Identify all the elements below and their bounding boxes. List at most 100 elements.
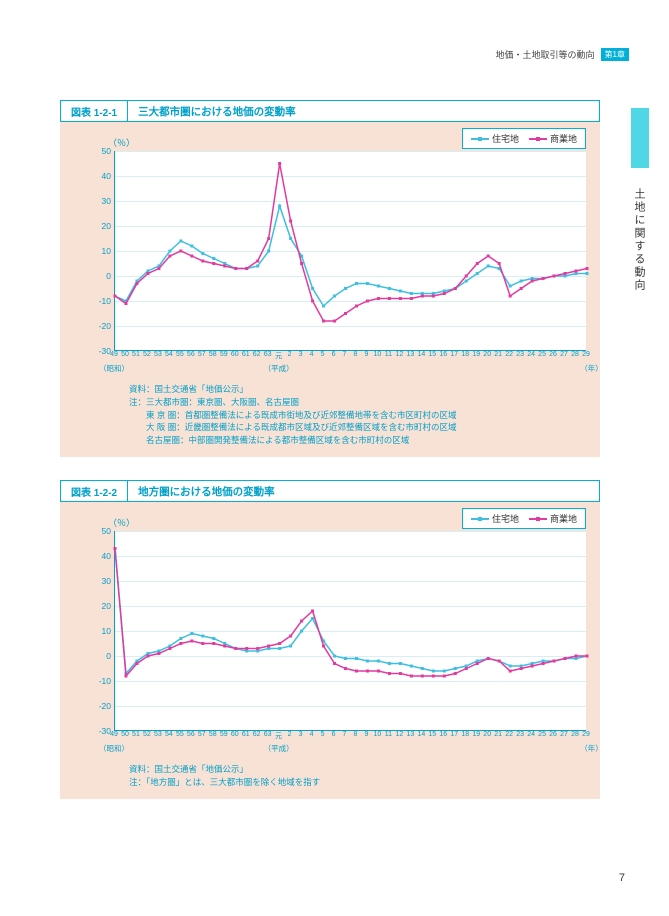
x-tick: 18 — [461, 351, 469, 358]
legend: 住宅地商業地 — [462, 128, 586, 149]
x-tick: 24 — [527, 731, 535, 738]
x-tick: 56 — [187, 731, 195, 738]
plot-area: -30-20-1001020304050 — [114, 531, 586, 731]
x-tick: 52 — [143, 351, 151, 358]
x-era-label: （年） — [580, 363, 603, 374]
x-tick: 62 — [253, 731, 261, 738]
figure-title: 三大都市圏における地価の変動率 — [128, 101, 599, 121]
x-tick: 25 — [538, 351, 546, 358]
y-tick: -10 — [85, 296, 111, 306]
legend-item-residential: 住宅地 — [471, 132, 519, 145]
x-tick: 13 — [406, 351, 414, 358]
x-tick: 25 — [538, 731, 546, 738]
x-tick: 23 — [516, 731, 524, 738]
x-era-label: （平成） — [264, 743, 294, 754]
chapter-badge: 第1章 — [601, 48, 629, 61]
x-tick: 49 — [110, 351, 118, 358]
x-tick: 21 — [494, 351, 502, 358]
x-tick: 19 — [472, 351, 480, 358]
x-tick: 4 — [310, 731, 314, 738]
x-tick: 3 — [299, 731, 303, 738]
x-tick: 55 — [176, 351, 184, 358]
x-tick: 17 — [450, 731, 458, 738]
x-tick: 15 — [428, 351, 436, 358]
y-tick: 0 — [85, 271, 111, 281]
x-tick: 16 — [439, 351, 447, 358]
x-tick: 7 — [343, 731, 347, 738]
y-tick: 50 — [85, 526, 111, 536]
x-tick: 53 — [154, 351, 162, 358]
x-tick: 60 — [231, 731, 239, 738]
plot-area: -30-20-1001020304050 — [114, 151, 586, 351]
x-tick: 元 — [275, 351, 282, 361]
x-tick: 9 — [365, 731, 369, 738]
y-tick: -30 — [85, 346, 111, 356]
x-tick: 28 — [571, 731, 579, 738]
x-tick: 15 — [428, 731, 436, 738]
figure-number: 図表 1-2-2 — [61, 481, 128, 501]
x-tick: 元 — [275, 731, 282, 741]
legend-item-commercial: 商業地 — [529, 132, 577, 145]
x-tick: 59 — [220, 731, 228, 738]
x-tick: 51 — [132, 351, 140, 358]
x-tick: 58 — [209, 351, 217, 358]
x-tick: 16 — [439, 731, 447, 738]
x-tick: 27 — [560, 351, 568, 358]
x-tick: 27 — [560, 731, 568, 738]
y-tick: 20 — [85, 221, 111, 231]
x-tick: 26 — [549, 351, 557, 358]
x-tick: 52 — [143, 731, 151, 738]
x-tick: 4 — [310, 351, 314, 358]
y-tick: -10 — [85, 676, 111, 686]
x-tick: 28 — [571, 351, 579, 358]
x-tick: 22 — [505, 351, 513, 358]
x-tick: 8 — [354, 351, 358, 358]
x-tick: 53 — [154, 731, 162, 738]
y-tick: 10 — [85, 246, 111, 256]
y-tick: 0 — [85, 651, 111, 661]
x-tick: 29 — [582, 731, 590, 738]
figure-title: 地方圏における地価の変動率 — [128, 481, 599, 501]
legend-label: 住宅地 — [492, 132, 519, 145]
x-tick: 57 — [198, 351, 206, 358]
x-tick: 7 — [343, 351, 347, 358]
y-tick: 10 — [85, 626, 111, 636]
x-tick: 19 — [472, 731, 480, 738]
header-text: 地価・土地取引等の動向 — [496, 48, 595, 61]
figure-number: 図表 1-2-1 — [61, 101, 128, 121]
legend: 住宅地 商業地 — [462, 508, 586, 529]
y-tick: 30 — [85, 196, 111, 206]
y-tick: -30 — [85, 726, 111, 736]
x-tick: 58 — [209, 731, 217, 738]
x-tick: 20 — [483, 731, 491, 738]
x-tick: 21 — [494, 731, 502, 738]
legend-item-commercial: 商業地 — [529, 512, 577, 525]
x-tick: 5 — [321, 731, 325, 738]
x-tick: 11 — [385, 351, 392, 358]
x-tick: 2 — [288, 351, 292, 358]
x-era-label: （昭和） — [99, 743, 129, 754]
x-tick: 56 — [187, 351, 195, 358]
x-tick: 14 — [417, 351, 425, 358]
x-tick: 20 — [483, 351, 491, 358]
x-tick: 63 — [264, 731, 272, 738]
x-era-label: （昭和） — [99, 363, 129, 374]
y-tick: 50 — [85, 146, 111, 156]
x-tick: 10 — [374, 731, 382, 738]
x-tick: 54 — [165, 351, 173, 358]
figure-notes: 資料：国土交通省「地価公示」注：「地方圏」とは、三大都市圏を除く地域を指す — [129, 763, 586, 789]
page-header: 地価・土地取引等の動向 第1章 — [496, 48, 629, 61]
x-tick: 49 — [110, 731, 118, 738]
x-tick: 13 — [406, 731, 414, 738]
x-tick: 5 — [321, 351, 325, 358]
x-tick: 59 — [220, 351, 228, 358]
x-tick: 57 — [198, 731, 206, 738]
x-tick: 62 — [253, 351, 261, 358]
legend-label: 住宅地 — [492, 512, 519, 525]
x-tick: 6 — [332, 731, 336, 738]
x-tick: 24 — [527, 351, 535, 358]
legend-label: 商業地 — [550, 512, 577, 525]
x-tick: 14 — [417, 731, 425, 738]
x-tick: 54 — [165, 731, 173, 738]
figure-notes: 資料：国土交通省「地価公示」注：三大都市圏：東京圏、大阪圏、名古屋圏 東 京 圏… — [129, 383, 586, 447]
